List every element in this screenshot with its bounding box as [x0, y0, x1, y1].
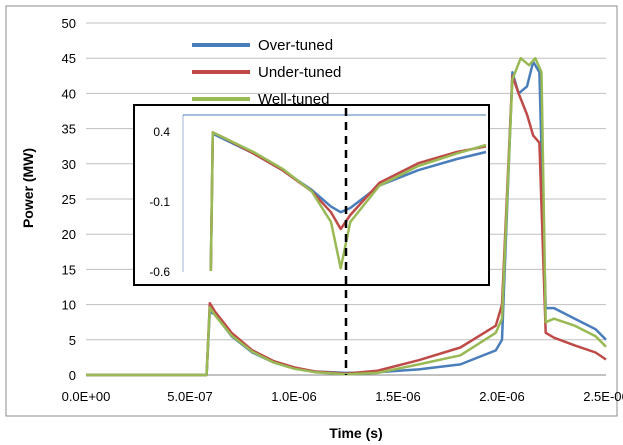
x-tick-label-1.0E-06: 1.0E-06: [271, 389, 317, 404]
y-tick-label-30: 30: [62, 157, 76, 172]
y-tick-label-40: 40: [62, 86, 76, 101]
legend-item-over-tuned: Over-tuned: [192, 37, 333, 54]
y-tick-label-5: 5: [69, 333, 76, 348]
inset-y-tick-label--0.6: -0.6: [149, 265, 170, 279]
y-tick-label-15: 15: [62, 262, 76, 277]
inset-y-tick-label-0.4: 0.4: [153, 125, 170, 139]
y-tick-label-10: 10: [62, 298, 76, 313]
x-tick-label-1.5E-06: 1.5E-06: [375, 389, 421, 404]
inset-y-tick-label--0.1: -0.1: [149, 195, 170, 209]
legend-label-over-tuned: Over-tuned: [258, 37, 333, 54]
legend: Over-tuned Under-tuned Well-tuned: [192, 37, 341, 108]
legend-item-well-tuned: Well-tuned: [192, 91, 329, 108]
y-tick-label-0: 0: [69, 368, 76, 383]
x-axis-title: Time (s): [329, 425, 382, 441]
legend-label-under-tuned: Under-tuned: [258, 64, 341, 81]
inset-series: [209, 131, 487, 272]
series-line-well-tuned: [86, 56, 607, 377]
grid-layer: [86, 22, 606, 376]
x-tick-label-0.0E+00: 0.0E+00: [62, 389, 111, 404]
y-tick-label-25: 25: [62, 192, 76, 207]
y-tick-label-45: 45: [62, 51, 76, 66]
main-series: [86, 56, 607, 377]
x-tick-label-2.0E-06: 2.0E-06: [479, 389, 525, 404]
legend-item-under-tuned: Under-tuned: [192, 64, 341, 81]
x-axis-ticks: 0.0E+00 5.0E-07 1.0E-06 1.5E-06 2.0E-06 2.5E-…: [62, 389, 623, 404]
x-tick-label-5.0E-07: 5.0E-07: [167, 389, 213, 404]
y-tick-label-35: 35: [62, 122, 76, 137]
inset-frame: [133, 104, 490, 286]
x-tick-label-2.5E-06: 2.5E-06: [583, 389, 623, 404]
inset-chart: 0.4 -0.1 -0.6: [133, 104, 490, 375]
series-line-under-tuned: [86, 74, 607, 377]
y-axis-ticks: 0 5 10 15 20 25 30 35 40 45 50: [62, 16, 76, 383]
inset-axes: 0.4 -0.1 -0.6: [149, 114, 486, 279]
y-tick-label-20: 20: [62, 227, 76, 242]
inset-series-line-well-tuned: [209, 131, 487, 272]
y-axis-title: Power (MW): [20, 148, 36, 228]
y-tick-label-50: 50: [62, 16, 76, 31]
legend-label-well-tuned: Well-tuned: [258, 91, 329, 108]
